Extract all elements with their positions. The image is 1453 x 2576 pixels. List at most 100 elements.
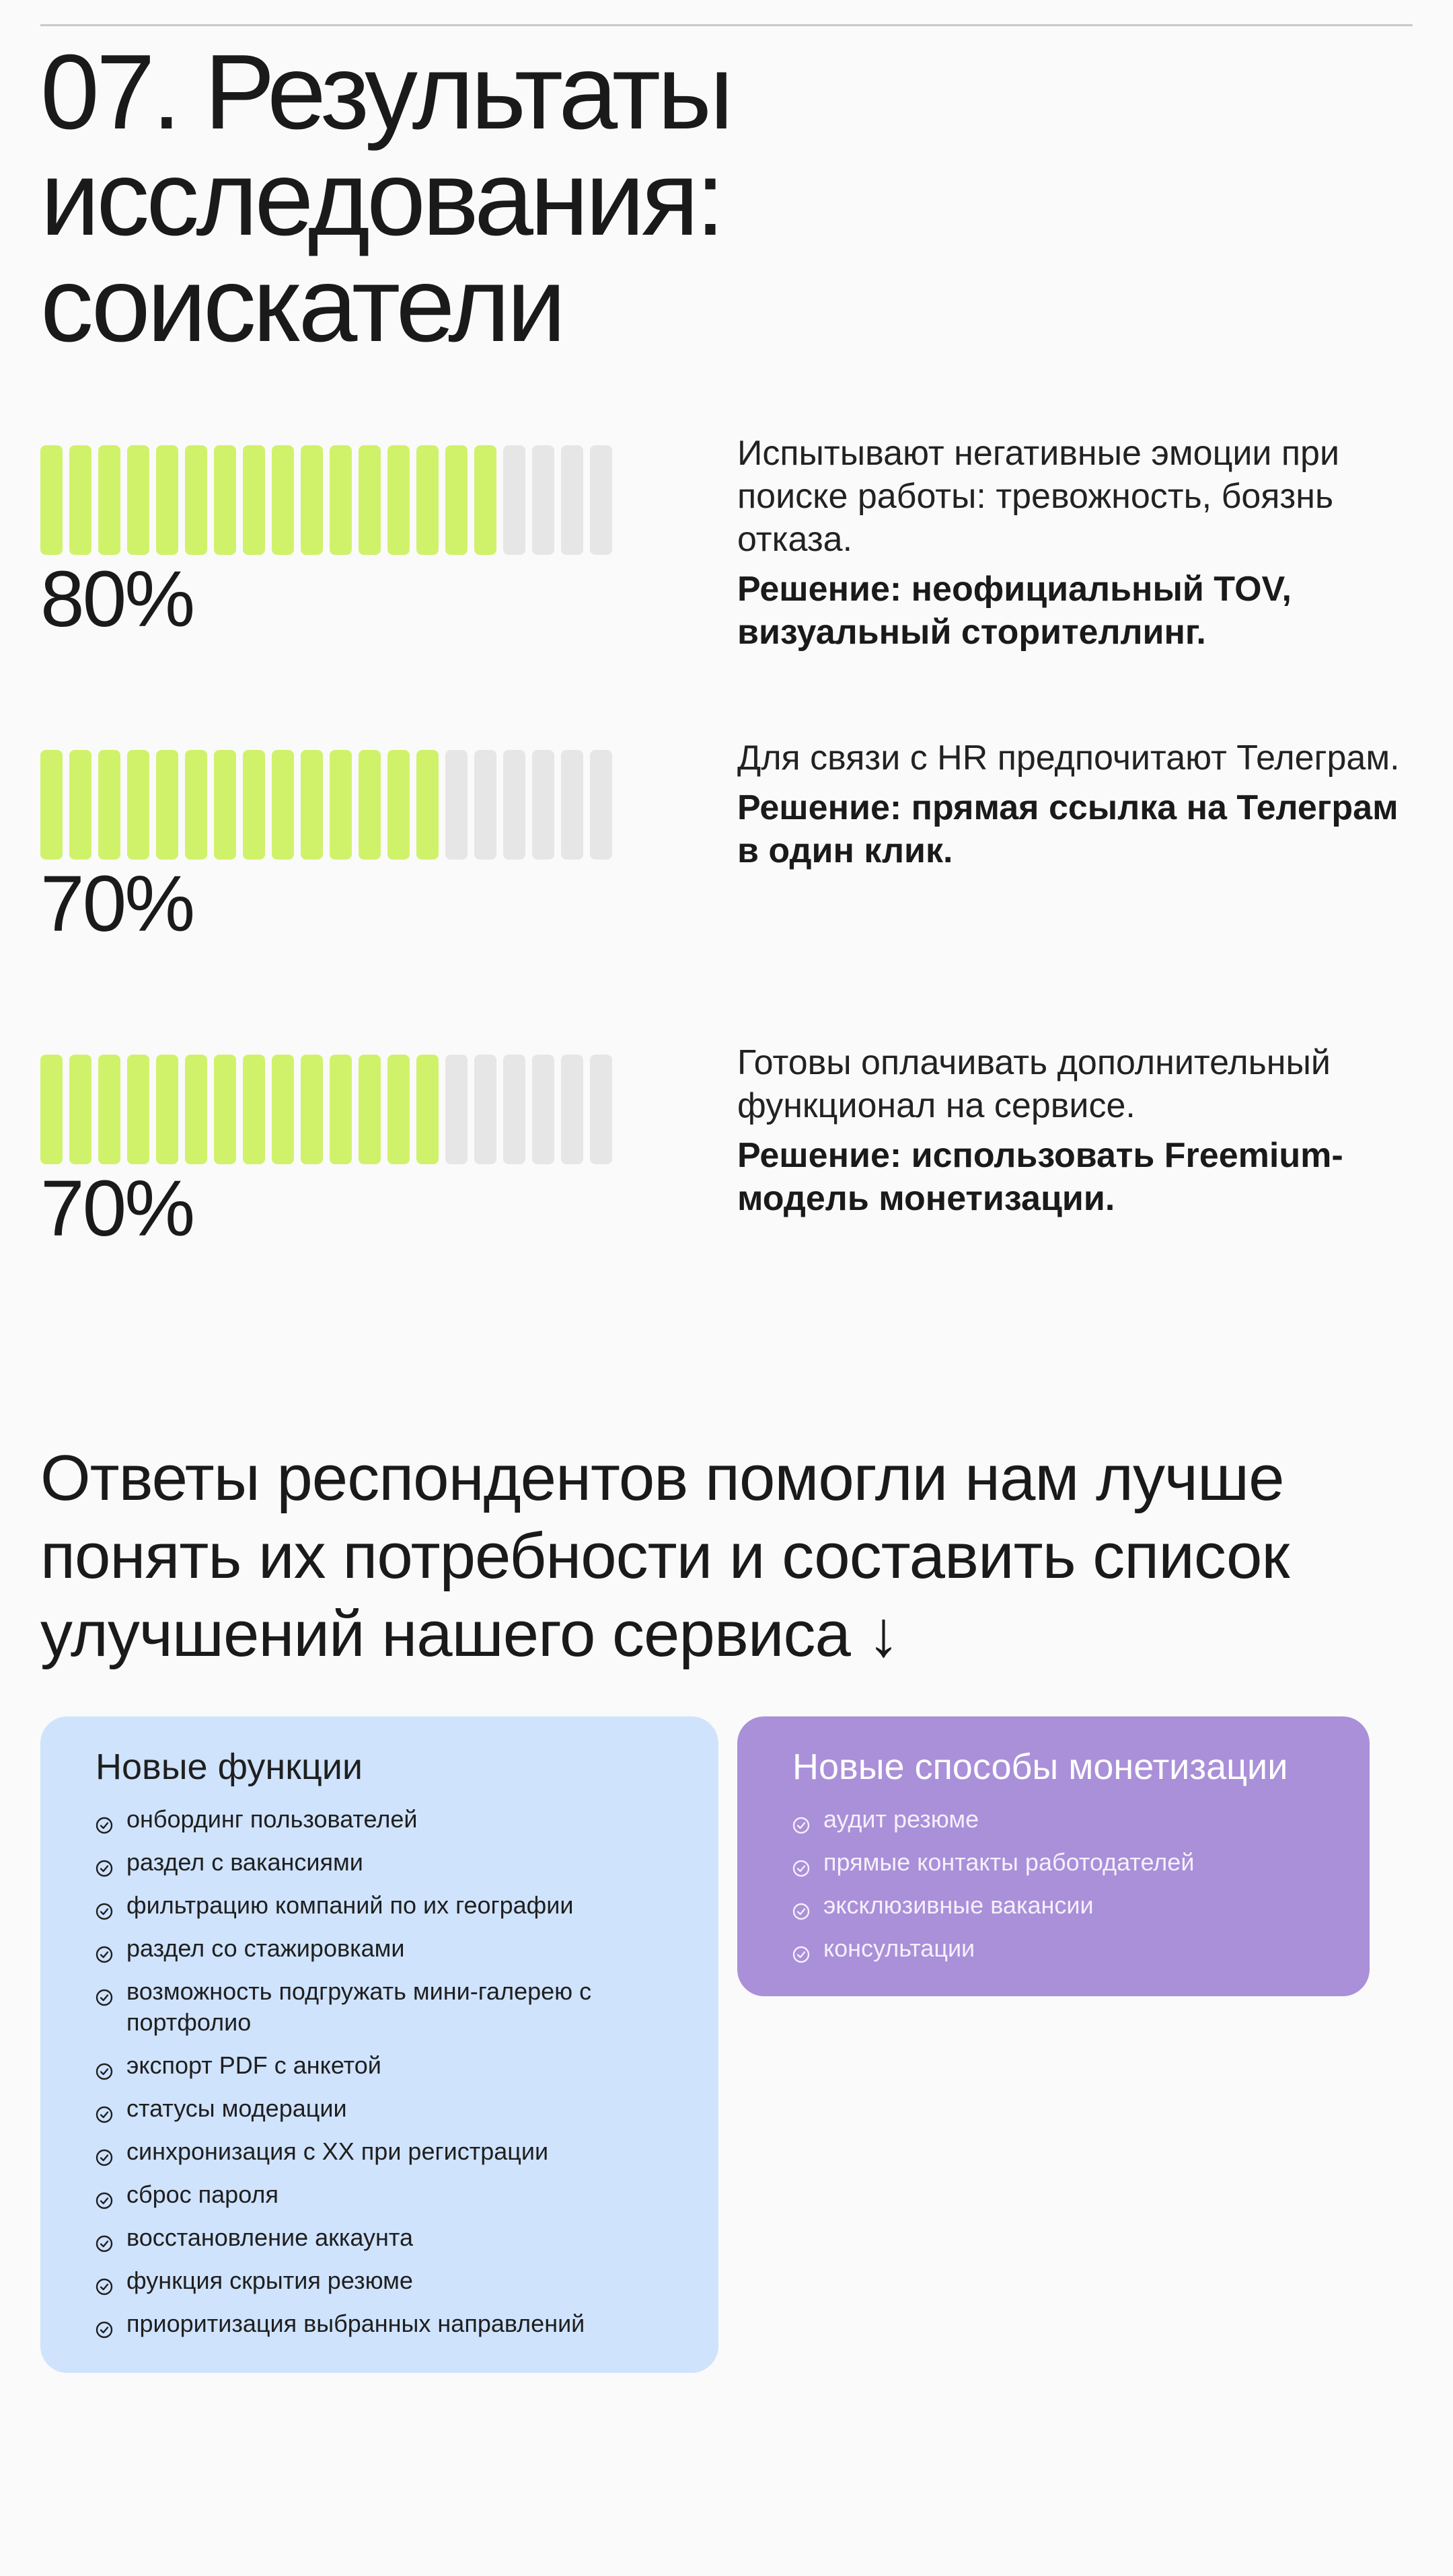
bar-segment-filled (214, 1055, 236, 1164)
features-list: онбординг пользователей раздел с вакансия… (96, 1804, 718, 2339)
check-circle-icon (792, 1897, 810, 1920)
bar-segment-filled (243, 750, 265, 860)
list-item-label: эксклюзивные вакансии (823, 1891, 1094, 1919)
bar-segment-filled (40, 750, 63, 860)
bar-segment-filled (214, 750, 236, 860)
bar-segment-empty (503, 445, 525, 555)
bar-segment-filled (301, 1055, 323, 1164)
list-item-label: приоритизация выбранных направлений (126, 2310, 585, 2337)
bar-segment-filled (40, 1055, 63, 1164)
bar-segment-filled (185, 750, 207, 860)
stat-text: Для связи с HR предпочитают Телеграм. Ре… (737, 736, 1410, 872)
stat-percent: 70% (40, 860, 195, 948)
list-item-label: статусы модерации (126, 2094, 347, 2122)
stat-solution: Решение: неофициальный TOV, визуальный с… (737, 570, 1292, 652)
stat-finding: Готовы оплачивать дополнительный функцио… (737, 1043, 1331, 1125)
list-item: сброс пароля (96, 2179, 718, 2210)
stat-text: Готовы оплачивать дополнительный функцио… (737, 1041, 1410, 1220)
bar-segment-filled (40, 445, 63, 555)
bar-segment-empty (532, 1055, 554, 1164)
progress-bar (40, 445, 612, 555)
bar-segment-filled (69, 750, 91, 860)
list-item: синхронизация с XX при регистрации (96, 2136, 718, 2167)
check-circle-icon (96, 2143, 113, 2166)
list-item-label: возможность подгружать мини-галерею с по… (126, 1977, 592, 2036)
bar-segment-empty (532, 750, 554, 860)
bar-segment-empty (503, 750, 525, 860)
list-item: онбординг пользователей (96, 1804, 718, 1835)
list-item: аудит резюме (792, 1804, 1370, 1835)
bar-segment-empty (561, 1055, 583, 1164)
stat-solution: Решение: прямая ссылка на Телеграм в оди… (737, 788, 1399, 870)
stat-block: 70% Готовы оплачивать дополнительный фун… (40, 1043, 1426, 1297)
bar-segment-filled (416, 445, 439, 555)
stat-block: 80% Испытывают негативные эмоции при пои… (40, 434, 1426, 687)
list-item: раздел со стажировками (96, 1933, 718, 1964)
bar-segment-empty (445, 750, 468, 860)
bar-segment-filled (98, 445, 120, 555)
page-title-line-1: 07. Результаты исследования: (40, 33, 734, 258)
list-item: эксклюзивные вакансии (792, 1890, 1370, 1921)
bar-segment-empty (561, 445, 583, 555)
monetization-card-title: Новые способы монетизации (792, 1747, 1288, 1787)
bar-segment-filled (445, 445, 468, 555)
bar-segment-filled (330, 750, 352, 860)
bar-segment-filled (359, 750, 381, 860)
list-item: статусы модерации (96, 2093, 718, 2124)
list-item-label: раздел с вакансиями (126, 1848, 363, 1876)
check-circle-icon (96, 2315, 113, 2339)
stat-finding: Для связи с HR предпочитают Телеграм. (737, 738, 1400, 778)
bar-segment-empty (445, 1055, 468, 1164)
bar-segment-empty (532, 445, 554, 555)
list-item: возможность подгружать мини-галерею с по… (96, 1976, 718, 2038)
bar-segment-filled (301, 445, 323, 555)
check-circle-icon (96, 1983, 113, 2006)
bar-segment-empty (561, 750, 583, 860)
page-title: 07. Результаты исследования: соискатели (40, 39, 1426, 358)
check-circle-icon (96, 2229, 113, 2252)
list-item-label: восстановление аккаунта (126, 2224, 414, 2251)
bar-segment-filled (185, 1055, 207, 1164)
list-item: раздел с вакансиями (96, 1847, 718, 1878)
page-title-line-2: соискатели (40, 245, 566, 364)
check-circle-icon (96, 1854, 113, 1877)
list-item-label: сброс пароля (126, 2181, 278, 2208)
bar-segment-filled (69, 1055, 91, 1164)
bar-segment-filled (416, 750, 439, 860)
bar-segment-filled (156, 445, 178, 555)
bar-segment-filled (387, 1055, 410, 1164)
bar-segment-empty (474, 750, 496, 860)
list-item: приоритизация выбранных направлений (96, 2308, 718, 2339)
bar-segment-filled (185, 445, 207, 555)
check-circle-icon (96, 2100, 113, 2123)
list-item: фильтрацию компаний по их географии (96, 1890, 718, 1921)
bar-segment-filled (330, 445, 352, 555)
stat-block: 70% Для связи с HR предпочитают Телеграм… (40, 738, 1426, 992)
bar-segment-filled (330, 1055, 352, 1164)
list-item-label: онбординг пользователей (126, 1805, 418, 1833)
bar-segment-filled (127, 1055, 149, 1164)
check-circle-icon (96, 2057, 113, 2080)
bar-segment-filled (474, 445, 496, 555)
monetization-list: аудит резюме прямые контакты работодателе… (792, 1804, 1370, 1964)
list-item: восстановление аккаунта (96, 2222, 718, 2253)
summary-heading: Ответы респондентов помогли нам лучше по… (40, 1442, 1290, 1670)
stat-percent: 80% (40, 555, 195, 644)
bar-segment-filled (387, 750, 410, 860)
bar-segment-filled (272, 750, 294, 860)
bar-segment-empty (590, 750, 612, 860)
list-item-label: прямые контакты работодателей (823, 1848, 1195, 1876)
bar-segment-filled (156, 1055, 178, 1164)
bar-segment-empty (590, 1055, 612, 1164)
list-item-label: функция скрытия резюме (126, 2267, 413, 2294)
top-divider (40, 24, 1413, 26)
check-circle-icon (792, 1940, 810, 1963)
features-card-title: Новые функции (96, 1747, 363, 1787)
list-item: консультации (792, 1933, 1370, 1964)
progress-bar (40, 1055, 612, 1164)
bar-segment-filled (416, 1055, 439, 1164)
stat-solution: Решение: использовать Freemium-модель мо… (737, 1136, 1343, 1218)
check-circle-icon (792, 1811, 810, 1834)
list-item: прямые контакты работодателей (792, 1847, 1370, 1878)
list-item-label: фильтрацию компаний по их географии (126, 1891, 574, 1919)
